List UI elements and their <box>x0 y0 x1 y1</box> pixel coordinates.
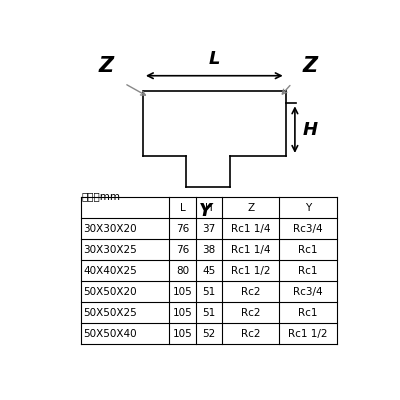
Text: Rc3/4: Rc3/4 <box>293 287 323 297</box>
Text: 76: 76 <box>176 245 189 255</box>
Text: Rc2: Rc2 <box>241 287 260 297</box>
Text: 30X30X20: 30X30X20 <box>84 224 137 234</box>
Text: 51: 51 <box>202 287 216 297</box>
Text: 51: 51 <box>202 308 216 318</box>
Text: H: H <box>303 121 318 139</box>
Text: L: L <box>180 203 186 213</box>
Text: L: L <box>208 50 220 68</box>
Text: Rc1: Rc1 <box>298 266 318 276</box>
Text: Z: Z <box>98 56 113 76</box>
Text: Z: Z <box>303 56 318 76</box>
Text: Rc1 1/4: Rc1 1/4 <box>231 224 270 234</box>
Text: 30X30X25: 30X30X25 <box>84 245 137 255</box>
Text: 76: 76 <box>176 224 189 234</box>
Text: 105: 105 <box>173 287 192 297</box>
Text: Rc1: Rc1 <box>298 245 318 255</box>
Text: 52: 52 <box>202 328 216 338</box>
Text: 105: 105 <box>173 308 192 318</box>
Text: 50X50X20: 50X50X20 <box>84 287 137 297</box>
Text: 45: 45 <box>202 266 216 276</box>
Text: 40X40X25: 40X40X25 <box>84 266 137 276</box>
Text: Rc1 1/2: Rc1 1/2 <box>288 328 328 338</box>
Text: Rc2: Rc2 <box>241 328 260 338</box>
Text: Rc1 1/2: Rc1 1/2 <box>231 266 270 276</box>
Text: Rc1: Rc1 <box>298 308 318 318</box>
Text: Y: Y <box>305 203 311 213</box>
Text: Z: Z <box>247 203 254 213</box>
Text: 80: 80 <box>176 266 189 276</box>
Text: Rc1 1/4: Rc1 1/4 <box>231 245 270 255</box>
Text: Rc2: Rc2 <box>241 308 260 318</box>
Text: 37: 37 <box>202 224 216 234</box>
Text: 単位：mm: 単位：mm <box>81 191 120 201</box>
Text: 38: 38 <box>202 245 216 255</box>
Text: Y: Y <box>198 202 212 220</box>
Text: Rc3/4: Rc3/4 <box>293 224 323 234</box>
Text: 105: 105 <box>173 328 192 338</box>
Text: H: H <box>205 203 213 213</box>
Text: 50X50X40: 50X50X40 <box>84 328 137 338</box>
Text: 50X50X25: 50X50X25 <box>84 308 137 318</box>
